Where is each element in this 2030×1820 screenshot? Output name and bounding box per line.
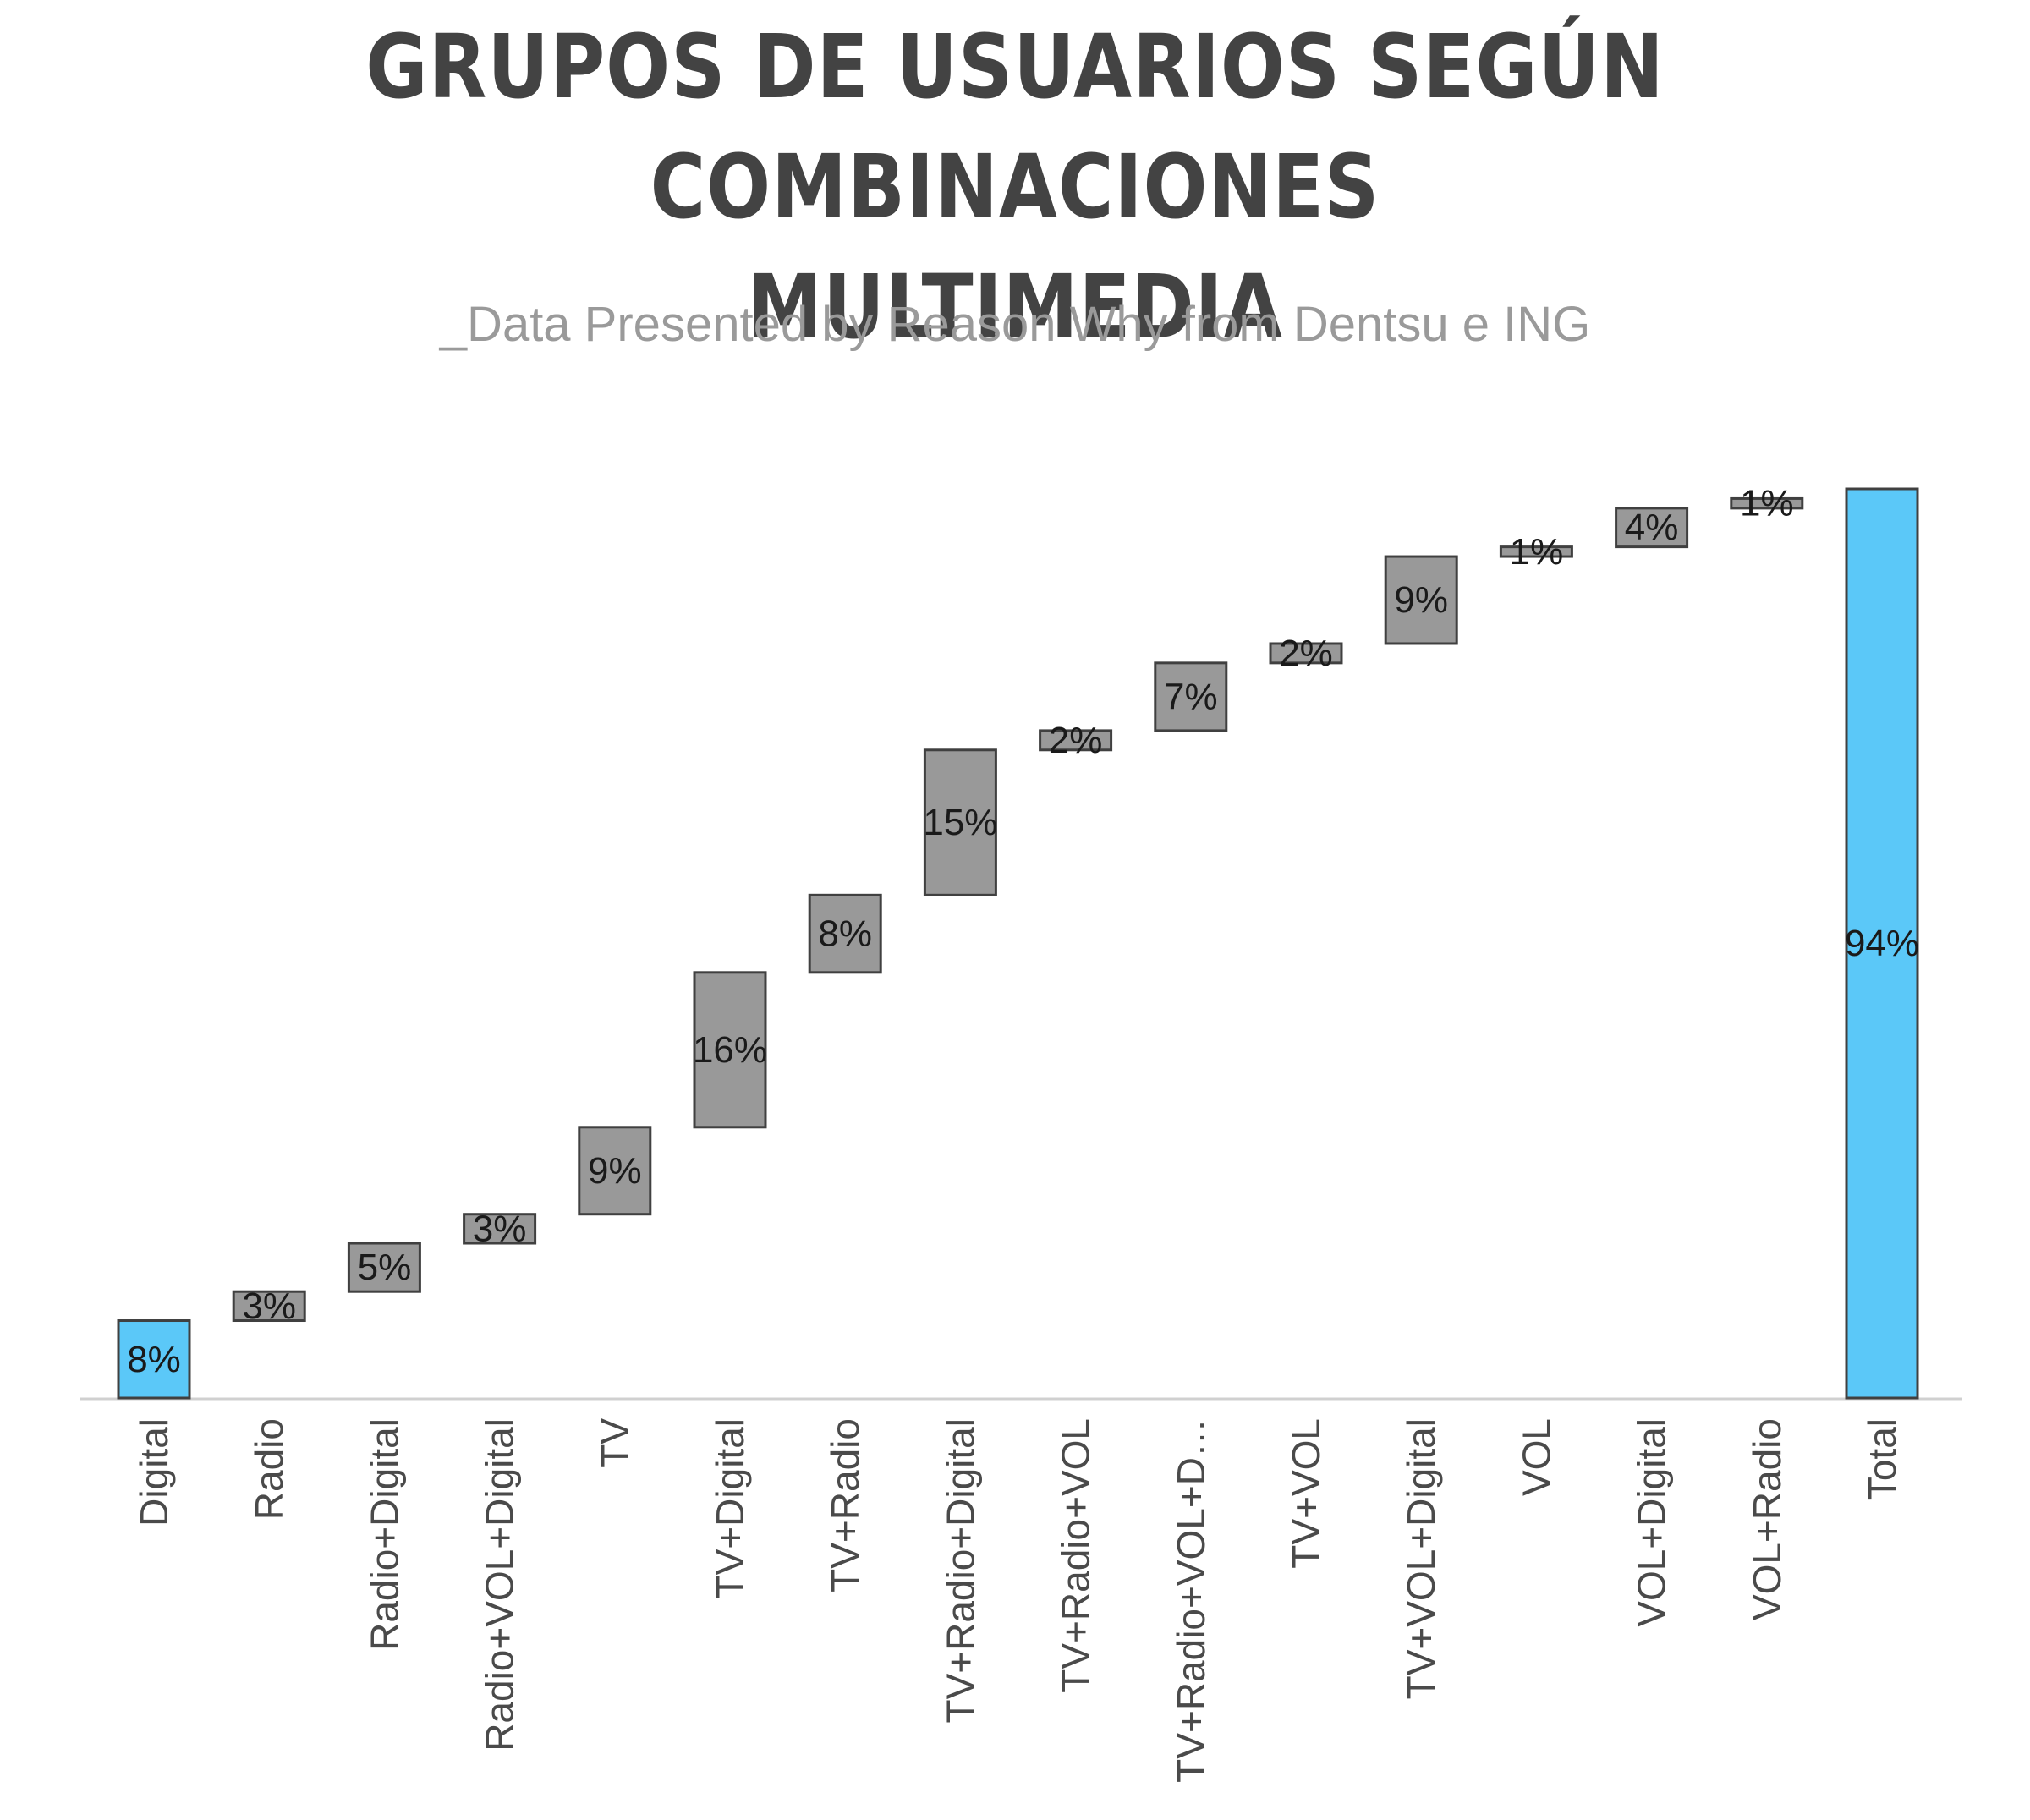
category-label: TV+Digital [708, 1418, 752, 1598]
data-label: 9% [588, 1150, 642, 1192]
category-label: Digital [132, 1418, 176, 1527]
data-label: 1% [1740, 483, 1794, 524]
category-label: VOL+Digital [1630, 1418, 1674, 1627]
data-label: 15% [923, 802, 997, 843]
category-label: TV+Radio+Digital [938, 1418, 982, 1724]
category-label: Radio+VOL+Digital [478, 1418, 522, 1751]
category-label: VOL+Radio [1745, 1418, 1789, 1620]
data-label: 94% [1845, 923, 1919, 964]
data-label: 3% [473, 1208, 527, 1249]
data-label: 16% [693, 1029, 767, 1071]
category-label: VOL [1514, 1418, 1558, 1496]
bar-tv-digital [693, 971, 767, 1129]
bar-total [1845, 487, 1919, 1400]
chart-subtitle: _Data Presented by Reason Why from Dents… [439, 297, 1591, 352]
data-label: 9% [1394, 579, 1448, 621]
bar-vol [1499, 545, 1573, 558]
bar-vol-digital [1615, 507, 1689, 549]
category-label: Radio [247, 1418, 291, 1520]
bar-radio-digital [347, 1242, 421, 1293]
data-label: 7% [1164, 676, 1218, 717]
bar-tv-radio-vol [1039, 729, 1113, 752]
category-label: TV+VOL+Digital [1399, 1418, 1443, 1699]
data-label: 2% [1049, 720, 1103, 761]
bar-tv-radio-vol-d [1154, 661, 1228, 732]
bar-vol-radio [1730, 496, 1804, 510]
bar-tv-vol [1269, 642, 1343, 665]
data-label: 4% [1625, 507, 1679, 548]
bar-tv-radio [808, 893, 882, 974]
chart-title: GRUPOS DE USUARIOS SEGÚN COMBINACIONES MU… [365, 15, 1665, 359]
category-label: TV+Radio+VOL [1054, 1418, 1098, 1693]
category-label: TV [593, 1418, 637, 1468]
bar-tv [578, 1126, 652, 1216]
category-label: Radio+Digital [362, 1418, 406, 1651]
bar-radio [232, 1290, 306, 1323]
bar-radio-vol-digital [463, 1213, 537, 1245]
category-label: TV+VOL [1284, 1418, 1328, 1569]
category-label: TV+Radio+VOL+D… [1169, 1418, 1213, 1783]
bar-tv-vol-digital [1384, 555, 1458, 645]
data-label: 2% [1279, 633, 1333, 674]
data-label: 8% [127, 1339, 181, 1380]
bar-digital [117, 1319, 191, 1400]
category-label: TV+Radio [823, 1418, 867, 1592]
data-label: 1% [1510, 531, 1564, 573]
category-label: Total [1860, 1418, 1904, 1500]
data-label: 5% [358, 1247, 412, 1288]
bar-tv-radio-digital [923, 748, 997, 896]
data-label: 8% [818, 913, 872, 955]
data-label: 3% [242, 1286, 296, 1327]
